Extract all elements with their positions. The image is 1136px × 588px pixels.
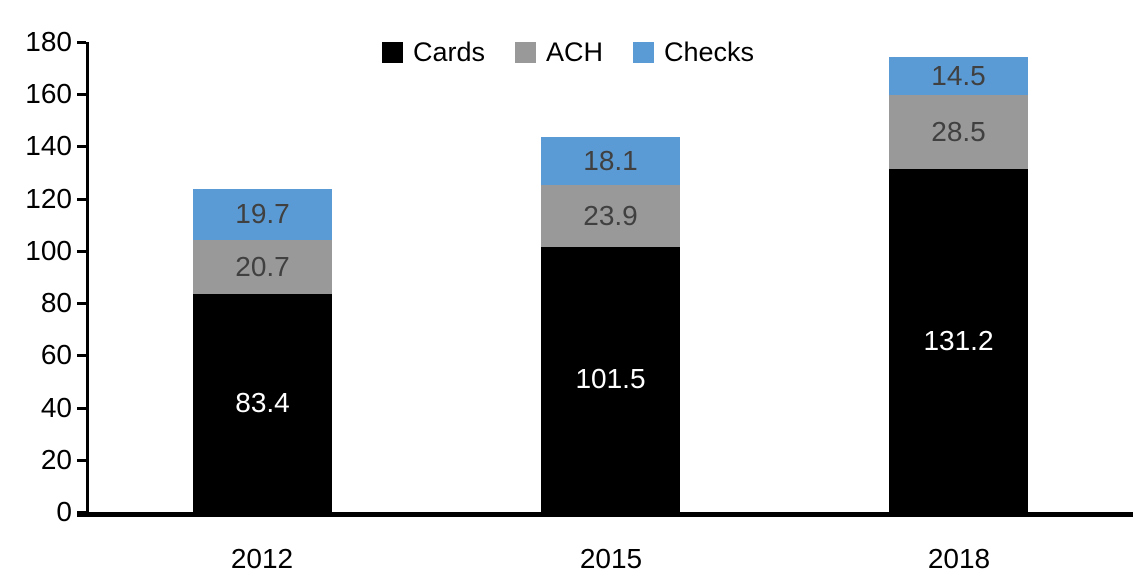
bar-segment-2018-ach: 28.5 [889,95,1028,170]
y-axis-tick-label: 80 [40,287,72,318]
y-axis-tick [77,198,86,201]
y-axis-tick [77,302,86,305]
bar-segment-2012-cards: 83.4 [193,294,332,512]
legend-item-cards: Cards [381,37,485,67]
bar-value-label: 23.9 [583,199,638,231]
y-axis-tick-label: 40 [40,392,72,423]
y-axis-tick-label: 20 [40,444,72,475]
bar-segment-2018-checks: 14.5 [889,57,1028,95]
bar-value-label: 101.5 [575,363,646,395]
y-axis-tick [77,459,86,462]
bar-segment-2012-ach: 20.7 [193,240,332,295]
bar-segment-2018-cards: 131.2 [889,169,1028,512]
y-axis-tick-label: 120 [25,183,72,214]
y-axis-tick-label: 160 [25,78,72,109]
y-axis-tick [77,407,86,410]
x-axis-label-2018: 2018 [927,543,991,574]
y-axis-line [86,42,89,517]
y-axis-tick [77,93,86,96]
legend-label-ach: ACH [545,37,603,67]
legend-swatch-checks [633,41,654,63]
bar-segment-2012-checks: 19.7 [193,188,332,241]
y-axis-tick [77,354,86,357]
y-axis-tick-label: 60 [40,339,72,370]
bar-value-label: 19.7 [235,198,290,230]
x-axis-line [77,512,1133,517]
y-axis-tick-label: 140 [25,130,72,161]
legend-item-ach: ACH [514,37,603,67]
y-axis-tick-label: 100 [25,235,72,266]
bar-segment-2015-ach: 23.9 [541,184,680,247]
bar-value-label: 14.5 [931,60,986,92]
y-axis-tick-label: 0 [56,496,72,527]
legend-swatch-ach [514,41,536,63]
y-axis-tick [77,145,86,148]
bar-value-label: 28.5 [931,116,986,148]
legend-item-checks: Checks [633,37,755,67]
bar-value-label: 131.2 [923,324,994,356]
y-axis-tick [77,250,86,253]
bar-value-label: 20.7 [235,251,290,283]
y-axis-tick [77,511,86,514]
chart-legend: Cards ACH Checks [0,37,1136,67]
bar-value-label: 83.4 [235,387,290,419]
bar-segment-2015-cards: 101.5 [541,246,680,512]
bar-value-label: 18.1 [583,144,638,176]
legend-label-cards: Cards [412,37,485,67]
y-axis-tick [77,41,86,44]
x-axis-label-2012: 2012 [230,543,294,574]
x-axis-label-2015: 2015 [579,543,643,574]
legend-swatch-cards [381,41,403,63]
legend-label-checks: Checks [664,37,755,67]
bar-segment-2015-checks: 18.1 [541,137,680,185]
y-axis-tick-label: 180 [25,26,72,57]
